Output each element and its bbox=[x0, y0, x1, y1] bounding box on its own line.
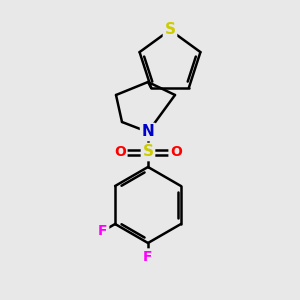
Text: O: O bbox=[170, 145, 182, 159]
Text: F: F bbox=[143, 250, 153, 264]
Text: S: S bbox=[142, 145, 154, 160]
Text: S: S bbox=[164, 22, 175, 38]
Text: F: F bbox=[98, 224, 108, 238]
Text: O: O bbox=[114, 145, 126, 159]
Text: N: N bbox=[142, 124, 154, 140]
